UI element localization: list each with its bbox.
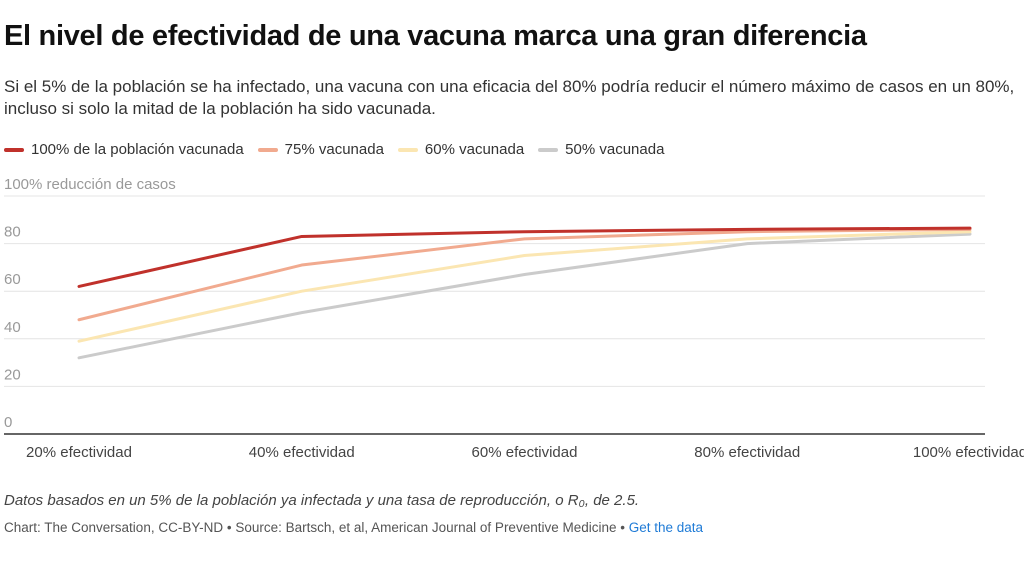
legend-label: 50% vacunada (565, 141, 665, 158)
x-tick-label: 40% efectividad (249, 444, 355, 461)
x-tick-label: 20% efectividad (26, 444, 132, 461)
y-tick-label: 80 (4, 224, 21, 241)
legend-label: 100% de la población vacunada (31, 141, 244, 158)
y-tick-label: 60 (4, 271, 21, 288)
legend-item: 75% vacunada (257, 141, 384, 158)
chart-subtitle: Si el 5% de la población se ha infectado… (4, 77, 1015, 118)
chart-title: El nivel de efectividad de una vacuna ma… (4, 20, 867, 52)
series-line (77, 232, 972, 360)
legend-item: 50% vacunada (538, 141, 664, 158)
line-chart: 0 20 40 60 80 100% reducción de casos 20% efe… (4, 176, 1024, 461)
series-line (77, 226, 972, 288)
x-tick-label: 80% efectividad (694, 444, 800, 461)
x-tick-label: 60% efectividad (472, 444, 578, 461)
legend-item: 100% de la población vacunada (4, 141, 244, 158)
legend-swatch (257, 147, 278, 152)
legend-swatch (4, 147, 24, 152)
y-tick-label: 20 (4, 366, 21, 383)
x-tick-label: 100% efectividad (913, 444, 1024, 461)
legend-label: 60% vacunada (424, 141, 525, 158)
chart-credit: Chart: The Conversation, CC-BY-ND • Sour… (4, 520, 703, 535)
legend-label: 75% vacunada (284, 141, 384, 158)
series-line (77, 227, 972, 322)
legend-swatch (397, 147, 418, 152)
data-footnote: Datos basados en un 5% de la población y… (4, 492, 640, 509)
chart-legend: 100% de la población vacunada 75% vacunad… (4, 141, 678, 158)
legend-item: 60% vacunada (397, 141, 525, 158)
series-lines (77, 226, 972, 360)
y-tick-label: 0 (4, 414, 12, 431)
x-tick-labels: 20% efectividad 40% efectividad 60% efecti… (26, 444, 1024, 461)
y-tick-label: 40 (4, 319, 21, 336)
y-tick-label: 100% reducción de casos (4, 176, 176, 193)
y-tick-labels: 0 20 40 60 80 100% reducción de casos (4, 176, 176, 431)
series-line (77, 230, 972, 343)
credit-text: Chart: The Conversation, CC-BY-ND • Sour… (4, 520, 625, 535)
get-the-data-link[interactable]: Get the data (628, 520, 704, 535)
legend-swatch (538, 147, 559, 152)
